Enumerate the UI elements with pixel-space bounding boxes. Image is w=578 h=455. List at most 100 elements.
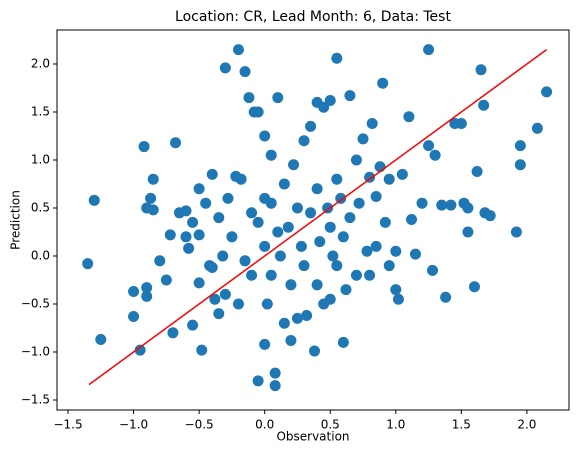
point xyxy=(265,149,277,161)
point xyxy=(154,255,166,267)
point xyxy=(200,197,212,209)
point xyxy=(344,212,356,224)
point xyxy=(364,269,376,281)
point xyxy=(327,250,339,262)
point xyxy=(269,367,281,379)
point xyxy=(335,192,347,204)
point xyxy=(88,194,100,206)
point xyxy=(272,226,284,238)
point xyxy=(440,291,452,303)
x-tick-label: −0.5 xyxy=(185,418,214,432)
point xyxy=(324,94,336,106)
point xyxy=(298,260,310,272)
x-tick-label: 0.5 xyxy=(321,418,340,432)
point xyxy=(322,202,334,214)
point xyxy=(406,214,418,226)
point xyxy=(324,293,336,305)
point xyxy=(370,240,382,252)
point xyxy=(246,207,258,219)
point xyxy=(531,122,543,134)
point xyxy=(206,168,218,180)
x-tick-label: −1.5 xyxy=(53,418,82,432)
point xyxy=(141,290,153,302)
point xyxy=(475,64,487,76)
point xyxy=(232,44,244,56)
point xyxy=(305,120,317,132)
point xyxy=(423,44,435,56)
point xyxy=(213,308,225,320)
point xyxy=(147,204,159,216)
point xyxy=(82,258,94,270)
x-tick-label: −1.0 xyxy=(119,418,148,432)
y-tick-label: 1.5 xyxy=(31,104,50,118)
point xyxy=(462,202,474,214)
point xyxy=(350,154,362,166)
point xyxy=(471,166,483,178)
point xyxy=(134,344,146,356)
point xyxy=(164,229,176,241)
point xyxy=(138,141,150,153)
point xyxy=(259,240,271,252)
x-tick-label: 1.5 xyxy=(452,418,471,432)
point xyxy=(357,133,369,145)
point xyxy=(383,260,395,272)
point xyxy=(252,216,264,228)
point xyxy=(390,284,402,296)
point xyxy=(196,344,208,356)
point xyxy=(291,312,303,324)
point xyxy=(278,178,290,190)
x-tick-label: 2.0 xyxy=(517,418,536,432)
point xyxy=(269,380,281,392)
point xyxy=(147,173,159,185)
point xyxy=(377,77,389,89)
point xyxy=(180,205,192,217)
point xyxy=(392,293,404,305)
point xyxy=(514,140,526,152)
y-tick-label: −1.5 xyxy=(21,393,50,407)
point xyxy=(331,260,343,272)
y-tick-label: 0.0 xyxy=(31,249,50,263)
y-tick-label: 2.0 xyxy=(31,56,50,70)
point xyxy=(265,197,277,209)
point xyxy=(478,99,490,111)
x-axis-label: Observation xyxy=(276,430,349,444)
point xyxy=(484,210,496,222)
point xyxy=(252,375,264,387)
point xyxy=(170,137,182,149)
point xyxy=(331,173,343,185)
point xyxy=(261,298,273,310)
y-axis-label: Prediction xyxy=(9,190,23,250)
point xyxy=(274,250,286,262)
point xyxy=(160,274,172,286)
point xyxy=(187,319,199,331)
point xyxy=(259,338,271,350)
point xyxy=(213,212,225,224)
point xyxy=(219,62,231,74)
point xyxy=(311,183,323,195)
point xyxy=(416,197,428,209)
point xyxy=(427,264,439,276)
point xyxy=(353,197,365,209)
point xyxy=(409,248,421,260)
point xyxy=(272,92,284,104)
point xyxy=(239,255,251,267)
point xyxy=(361,245,373,257)
point xyxy=(311,279,323,291)
point xyxy=(141,282,153,294)
y-tick-label: −0.5 xyxy=(21,297,50,311)
point xyxy=(366,118,378,130)
point xyxy=(291,202,303,214)
plot-frame xyxy=(56,29,570,411)
y-tick-label: −1.0 xyxy=(21,345,50,359)
point xyxy=(209,293,221,305)
point xyxy=(390,245,402,257)
point xyxy=(514,159,526,171)
point xyxy=(278,317,290,329)
point xyxy=(193,229,205,241)
point xyxy=(309,345,321,357)
point xyxy=(235,173,247,185)
point xyxy=(95,334,107,346)
point xyxy=(396,168,408,180)
point xyxy=(167,327,179,339)
